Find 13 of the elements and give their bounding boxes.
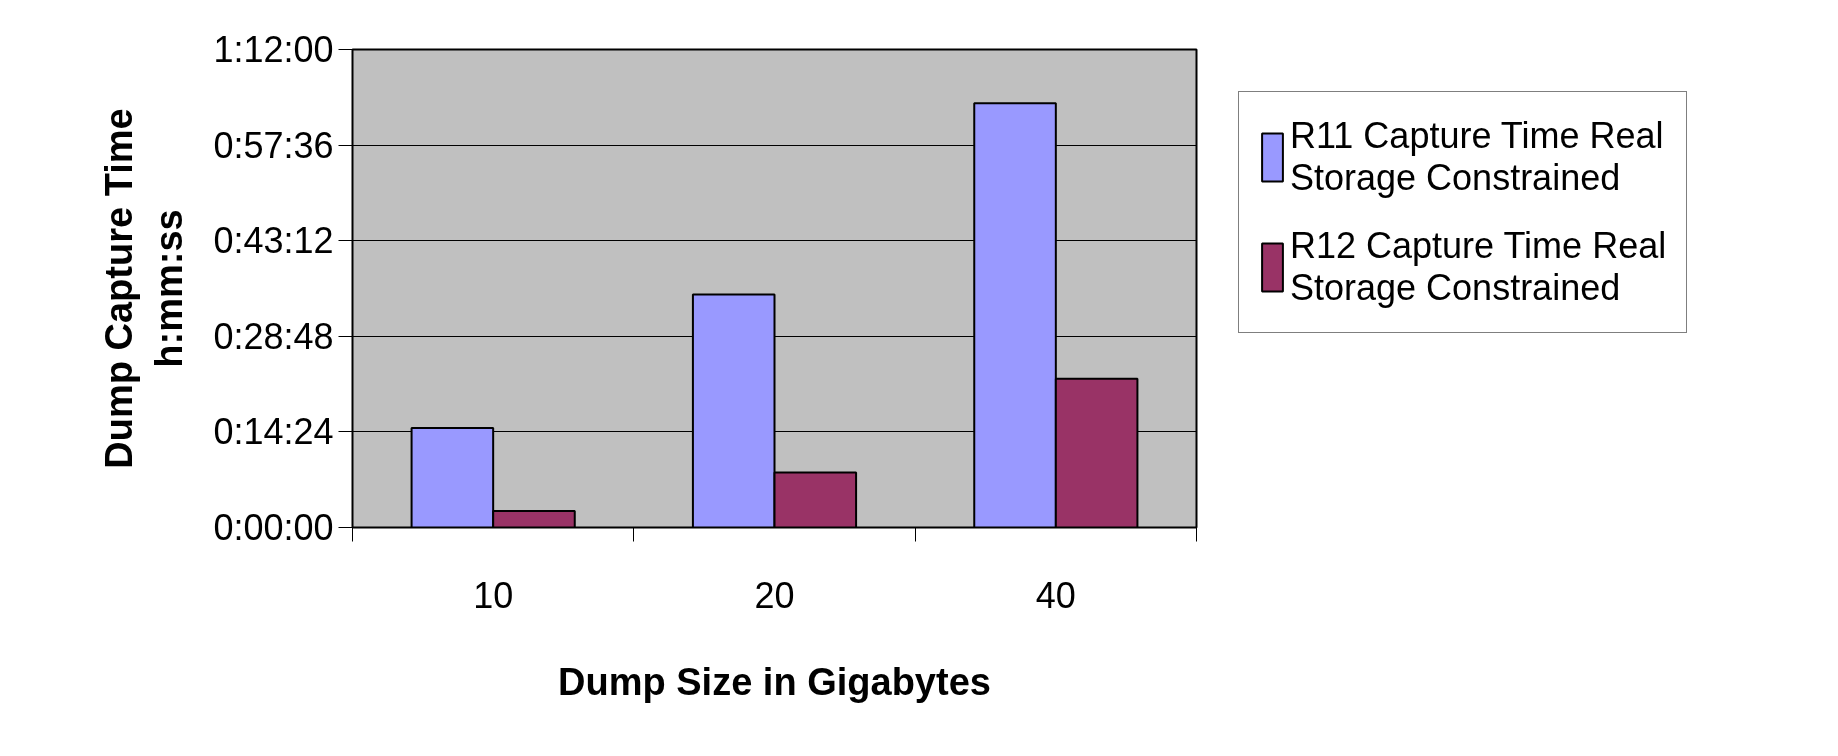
y-axis-title: Dump Capture Time h:mm:ss	[97, 108, 191, 469]
y-tick-label: 0:57:36	[213, 124, 334, 166]
x-tick-label: 10	[473, 574, 514, 616]
y-tick-label: 0:14:24	[213, 411, 334, 453]
y-tick-label: 0:28:48	[213, 315, 334, 357]
y-tick-label: 1:12:00	[213, 29, 334, 70]
x-tick-label: 20	[754, 574, 795, 616]
legend-label: R12 Capture Time Real Storage Constrained	[1290, 224, 1667, 310]
y-tick-label: 0:43:12	[213, 220, 334, 262]
x-tick-label: 40	[1035, 574, 1076, 616]
x-axis-title: Dump Size in Gigabytes	[558, 660, 991, 703]
y-tick-label: 0:00:00	[213, 507, 334, 548]
legend-label: R11 Capture Time Real Storage Constrained	[1290, 114, 1664, 200]
